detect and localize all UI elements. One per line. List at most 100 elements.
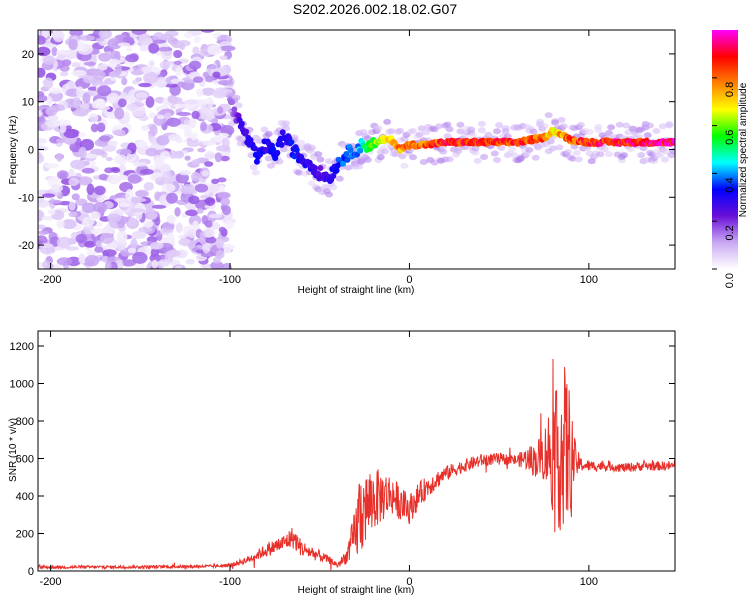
noise-blob (193, 76, 204, 83)
noise-blob (145, 96, 155, 108)
noise-blob (201, 140, 217, 146)
noise-blob (72, 97, 82, 109)
ridge-blob (274, 149, 281, 156)
noise-blob (38, 94, 48, 103)
noise-blob (166, 192, 178, 204)
noise-blob (55, 138, 66, 144)
halo-blob (363, 156, 372, 163)
noise-blob (93, 70, 106, 81)
halo-blob (473, 157, 482, 164)
noise-blob (116, 148, 132, 155)
noise-blob (81, 167, 95, 174)
noise-blob (68, 38, 78, 50)
noise-blob (210, 261, 224, 269)
halo-blob (266, 162, 275, 169)
noise-blob (214, 152, 223, 163)
noise-blob (56, 170, 69, 180)
ridge-blob (279, 129, 286, 136)
ridge-blob (238, 120, 245, 127)
noise-blob (169, 150, 178, 159)
halo-blob (626, 146, 635, 153)
noise-blob (149, 253, 162, 263)
noise-blob (184, 155, 191, 161)
noise-blob (83, 61, 96, 66)
halo-blob (409, 127, 418, 134)
noise-blob (187, 229, 197, 238)
noise-blob (145, 147, 159, 157)
ridge-blob (343, 150, 350, 157)
noise-blob (38, 151, 43, 163)
halo-blob (574, 156, 583, 163)
halo-blob (607, 124, 616, 131)
noise-blob (138, 82, 152, 88)
noise-blob (47, 199, 62, 204)
halo-blob (374, 125, 383, 132)
ridge-blob (357, 147, 364, 154)
noise-blob (222, 262, 232, 269)
noise-blob (143, 182, 154, 191)
noise-blob (215, 145, 231, 152)
noise-blob (217, 106, 224, 114)
halo-blob (344, 164, 353, 171)
noise-blob (90, 211, 101, 220)
noise-blob (96, 122, 106, 133)
halo-blob (477, 127, 486, 134)
noise-blob (148, 42, 159, 54)
noise-blob (113, 129, 126, 137)
halo-blob (387, 128, 396, 135)
halo-blob (544, 112, 553, 119)
halo-blob (398, 153, 407, 160)
y-tick-label: 600 (16, 454, 34, 466)
halo-blob (536, 118, 545, 125)
noise-blob (126, 103, 138, 111)
noise-blob (78, 253, 86, 265)
noise-blob (130, 237, 138, 250)
halo-blob (637, 152, 646, 159)
noise-blob (164, 83, 179, 88)
halo-blob (555, 144, 564, 151)
x-tick-label: -100 (219, 576, 241, 588)
halo-blob (568, 155, 577, 162)
noise-blob (200, 112, 215, 121)
noise-blob (68, 211, 78, 218)
halo-blob (264, 130, 273, 137)
noise-blob (143, 71, 159, 84)
ridge-blob (333, 167, 340, 174)
noise-blob (201, 87, 216, 96)
halo-blob (400, 162, 409, 169)
noise-blob (173, 103, 188, 108)
noise-blob (107, 38, 123, 50)
noise-blob (76, 39, 85, 52)
ridge-blob (229, 99, 236, 106)
noise-blob (184, 103, 195, 109)
noise-blob (196, 88, 204, 97)
noise-blob (98, 173, 109, 181)
noise-blob (90, 123, 99, 133)
noise-blob (175, 222, 183, 234)
halo-blob (391, 151, 400, 158)
noise-blob (164, 112, 172, 119)
x-tick-label: -200 (40, 576, 62, 588)
noise-blob (200, 30, 215, 33)
halo-blob (471, 149, 480, 156)
noise-blob (146, 212, 158, 220)
noise-blob (154, 216, 161, 226)
noise-blob (86, 183, 95, 196)
halo-blob (531, 154, 540, 161)
noise-blob (126, 46, 133, 52)
noise-blob (138, 33, 153, 46)
noise-blob (135, 190, 148, 198)
noise-blob (212, 71, 221, 78)
noise-blob (186, 140, 201, 148)
noise-blob (197, 147, 206, 153)
colorbar-scale (712, 30, 738, 269)
noise-blob (185, 209, 199, 217)
noise-blob (121, 259, 137, 267)
noise-blob (38, 110, 43, 118)
x-tick-label: 100 (580, 576, 598, 588)
noise-blob (107, 140, 118, 147)
noise-blob (175, 172, 189, 184)
noise-blob (200, 121, 207, 132)
noise-blob (176, 111, 192, 117)
